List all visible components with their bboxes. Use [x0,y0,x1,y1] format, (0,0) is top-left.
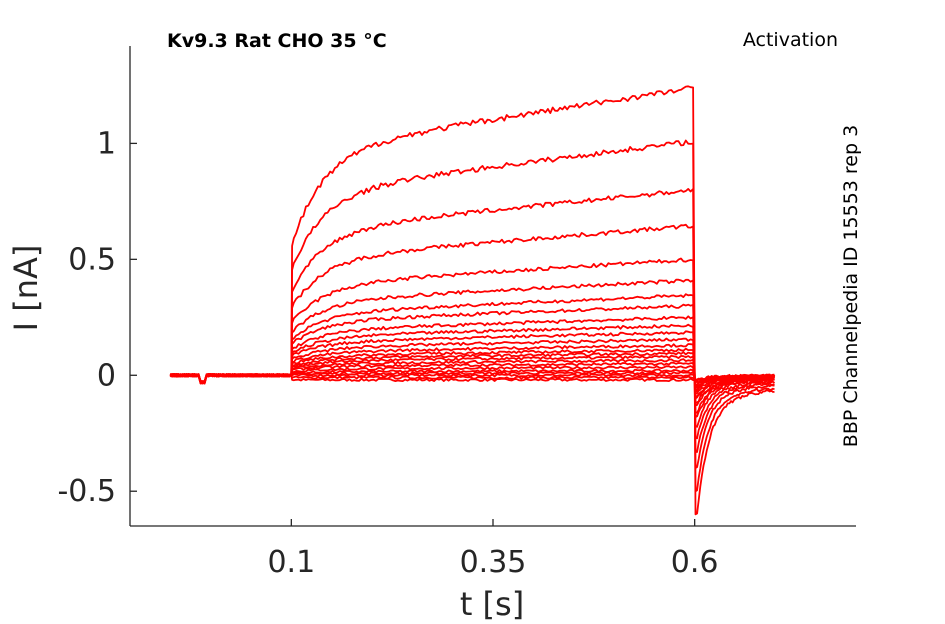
protocol-annotation: Activation [743,29,838,51]
side-label: BBP Channelpedia ID 15553 rep 3 [840,125,862,447]
y-tick-label: 0 [97,358,116,393]
x-tick-label: 0.1 [267,545,315,580]
y-axis-label: I [nA] [7,245,45,332]
ticks-group: 0.1 0.35 0.6 -0.5 0 0.5 1 [57,126,718,580]
y-tick-label: 0.5 [68,242,116,277]
axes-group [129,46,856,527]
chart-title: Kv9.3 Rat CHO 35 °C [167,30,387,52]
x-tick-label: 0.6 [671,545,719,580]
y-tick-label: -0.5 [57,474,116,509]
current-trace [169,188,775,469]
x-tick-label: 0.35 [460,545,527,580]
y-tick-label: 1 [97,126,116,161]
current-trace [170,330,775,400]
traces-group [169,85,776,516]
current-trace [169,85,775,516]
x-axis-label: t [s] [460,585,524,623]
